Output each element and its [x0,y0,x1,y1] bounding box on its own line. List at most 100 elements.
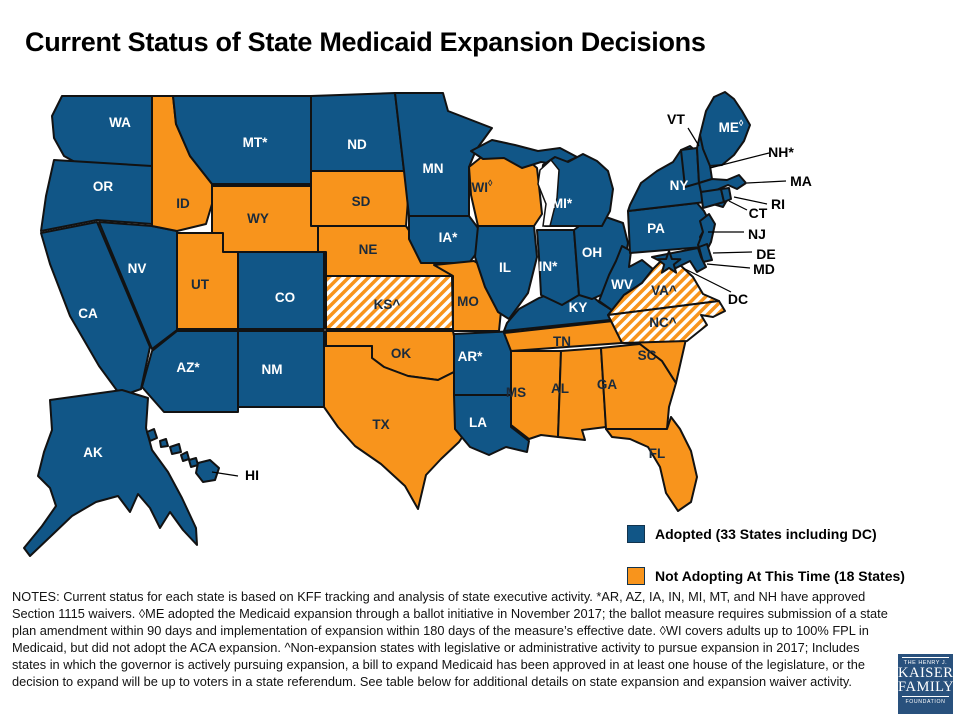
callout-label-de: DE [756,246,775,262]
state-label-ak: AK [83,445,103,460]
callout-line-ct [728,200,748,211]
callout-line-md [706,263,751,269]
logo-line-kaiser: KAISER [898,665,954,681]
legend-label-adopted: Adopted (33 States including DC) [655,526,877,542]
page-title: Current Status of State Medicaid Expansi… [25,27,706,57]
state-il [474,225,538,320]
hi-island-3 [169,443,182,455]
callout-label-nh: NH* [768,144,794,160]
state-nc [607,300,726,344]
lake-michigan [537,158,560,227]
dc-star [656,250,682,274]
callout-labels-layer: VT NH* MA RI CT NJ DE MD DC HI [245,111,812,483]
state-hi [146,428,220,483]
legend-swatch-adopted [627,525,645,543]
state-label-ky: KY [569,300,588,315]
legend-swatch-not-adopting [627,567,645,585]
hi-island-2 [159,438,169,448]
state-label-sc: SC [638,348,657,363]
state-label-nv: NV [128,261,147,276]
callout-label-nj: NJ [748,226,766,242]
callout-line-dc [682,267,732,293]
callout-label-vt: VT [667,111,685,127]
kff-logo: THE HENRY J. KAISER FAMILY FOUNDATION [898,654,955,714]
state-label-nd: ND [347,137,367,152]
legend-label-not-adopting: Not Adopting At This Time (18 States) [655,568,905,584]
callout-line-de [712,251,753,254]
callout-line-hi [211,471,239,477]
state-label-tx: TX [372,417,389,432]
state-ia [408,215,480,264]
state-label-ut: UT [191,277,210,292]
state-label-mt: MT* [243,135,268,150]
state-label-ga: GA [597,377,618,392]
state-label-va: VA^ [651,283,677,298]
state-label-fl: FL [649,446,666,461]
logo-line-foundation: FOUNDATION [902,696,949,705]
callout-line-ma [746,180,787,184]
hi-island-4 [180,451,190,462]
state-label-ca: CA [78,306,98,321]
state-label-co: CO [275,290,295,305]
hi-island-6 [195,459,220,483]
callout-label-hi: HI [245,467,259,483]
callout-label-ma: MA [790,173,812,189]
state-co [237,251,325,330]
state-ak [23,389,198,557]
callout-line-ri [733,196,768,205]
state-label-oh: OH [582,245,602,260]
callout-line-vt [687,127,700,147]
state-label-ne: NE [359,242,378,257]
state-label-or: OR [93,179,114,194]
state-label-mi: MI* [552,196,573,211]
state-label-pa: PA [647,221,665,236]
state-labels-layer: WA OR CA NV ID MT* WY UT CO AZ* NM ND SD… [78,115,744,461]
state-label-wa: WA [109,115,131,130]
legend-item-not-adopting: Not Adopting At This Time (18 States) [627,566,905,586]
state-nd [310,92,405,172]
state-mn [394,92,493,217]
logo-line-family: FAMILY [898,679,955,695]
state-label-az: AZ* [176,360,200,375]
state-label-wv: WV [611,277,633,292]
state-label-sd: SD [352,194,371,209]
callout-line-nh [709,152,770,169]
state-label-me: ME◊ [719,118,744,135]
state-label-ar: AR* [458,349,483,364]
state-fl [605,416,698,512]
state-label-ia: IA* [439,230,459,245]
state-label-tn: TN [553,334,571,349]
states-layer [23,91,751,557]
callout-lines-layer [211,127,787,477]
state-label-in: IN* [539,259,559,274]
state-label-il: IL [499,260,511,275]
state-or [40,159,153,232]
hi-island-1 [146,428,158,442]
state-label-ks: KS^ [374,297,401,312]
state-label-nm: NM [262,362,283,377]
legend: Adopted (33 States including DC) Not Ado… [627,524,905,608]
callout-label-ri: RI [771,196,785,212]
state-label-wy: WY [247,211,269,226]
state-wa [51,95,153,171]
state-label-la: LA [469,415,487,430]
callout-label-md: MD [753,261,775,277]
callout-label-dc: DC [728,291,748,307]
state-label-mo: MO [457,294,479,309]
state-label-mn: MN [423,161,444,176]
state-label-al: AL [551,381,569,396]
notes-text: NOTES: Current status for each state is … [12,589,888,690]
state-me [699,91,751,167]
state-label-ny: NY [670,178,689,193]
logo-line-henry: THE HENRY J. [902,657,949,666]
state-label-ms: MS [506,385,526,400]
state-label-id: ID [176,196,190,211]
state-label-wi: WI◊ [472,178,494,195]
state-ri [720,187,732,203]
state-label-nc: NC^ [649,315,676,330]
callout-label-ct: CT [749,205,768,221]
legend-item-adopted: Adopted (33 States including DC) [627,524,905,544]
state-label-ok: OK [391,346,412,361]
